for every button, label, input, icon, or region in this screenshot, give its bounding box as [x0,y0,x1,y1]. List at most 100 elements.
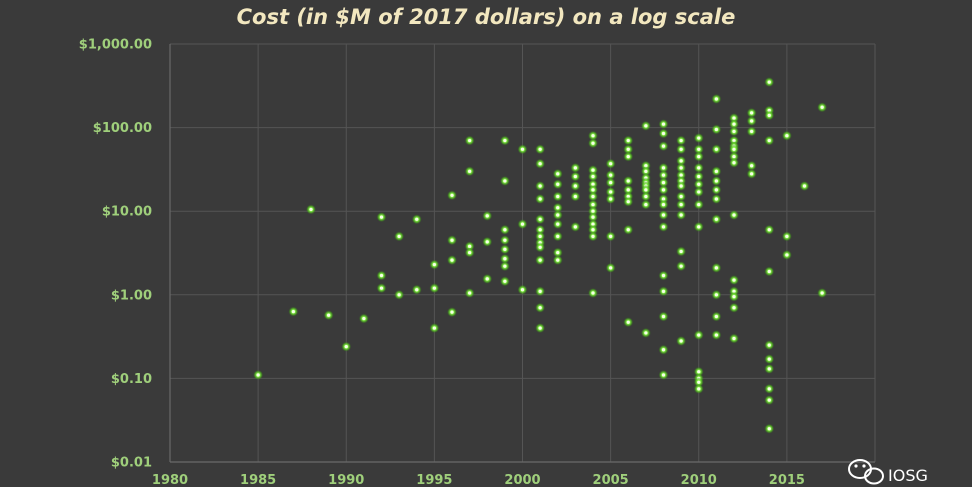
watermark: IOSG [848,459,928,485]
data-point [552,168,563,179]
data-point [693,383,704,394]
data-point [711,166,722,177]
data-point [729,275,739,286]
data-point [588,231,598,242]
data-point [429,283,440,294]
data-point [817,102,828,113]
data-point [676,199,687,210]
data-point [711,262,722,273]
data-point [535,323,546,334]
data-point [376,270,387,281]
data-point [605,177,616,188]
data-points [253,77,828,434]
data-point [623,151,634,162]
data-point [588,171,598,182]
data-point [605,158,616,169]
data-point [693,144,704,155]
data-point [623,175,634,186]
data-point [764,423,775,434]
y-tick-label: $1.00 [111,288,152,303]
data-point [729,210,739,221]
data-point [676,181,687,192]
x-tick-label: 2010 [681,473,717,487]
data-point [535,255,546,266]
chart-title: Cost (in $M of 2017 dollars) on a log sc… [237,5,736,29]
data-point [658,141,669,152]
data-point [711,214,722,225]
data-point [588,212,598,223]
data-point [658,119,669,130]
data-point [535,193,546,204]
data-point [588,130,598,141]
data-point [676,144,687,155]
data-point [429,259,440,270]
data-point [746,115,757,126]
x-tick-label: 1985 [240,473,276,487]
data-point [623,135,634,146]
data-point [729,144,739,155]
data-point [411,284,422,295]
data-point [729,119,739,130]
data-point [764,395,775,406]
data-point [253,369,264,380]
data-point [535,158,546,169]
data-point [658,210,669,221]
data-point [376,212,387,223]
data-point [535,286,546,297]
data-point [693,179,704,190]
data-point [570,191,581,202]
data-point [764,363,775,374]
data-point [640,191,651,202]
data-point [640,199,651,210]
wechat-icon [848,459,884,485]
data-point [658,369,669,380]
data-point [693,186,704,197]
data-point [746,168,757,179]
data-point [764,383,775,394]
data-point [711,124,722,135]
data-point [658,170,669,181]
data-point [499,261,510,272]
data-point [676,210,687,221]
data-point [605,262,616,273]
data-point [711,175,722,186]
x-tick-label: 1980 [152,473,188,487]
data-point [711,330,722,341]
data-point [535,242,546,253]
data-point [781,130,792,141]
data-point [764,110,775,121]
data-point [482,236,493,247]
data-point [535,181,546,192]
data-point [711,93,722,104]
data-point [676,336,687,347]
data-point [429,323,440,334]
data-point [394,289,405,300]
data-point [517,284,528,295]
data-point [552,191,563,202]
data-point [588,138,598,149]
data-point [676,261,687,272]
data-point [623,224,634,235]
x-tick-label: 2005 [593,473,629,487]
y-tick-label: $0.01 [111,456,152,471]
data-point [658,162,669,173]
y-tick-label: $10.00 [102,205,152,220]
data-point [623,144,634,155]
data-point [464,135,475,146]
data-point [570,181,581,192]
data-point [552,231,563,242]
data-point [693,133,704,144]
data-point [552,219,563,230]
data-point [411,214,422,225]
data-point [676,155,687,166]
data-point [658,311,669,322]
y-tick-labels: $0.01 $0.10 $1.00 $10.00 $100.00 $1,000.00 [79,38,152,471]
data-point [535,144,546,155]
data-point [517,219,528,230]
data-point [605,231,616,242]
data-point [552,210,563,221]
data-point [746,107,757,118]
data-point [482,273,493,284]
data-point [729,126,739,137]
x-tick-label: 1995 [416,473,452,487]
